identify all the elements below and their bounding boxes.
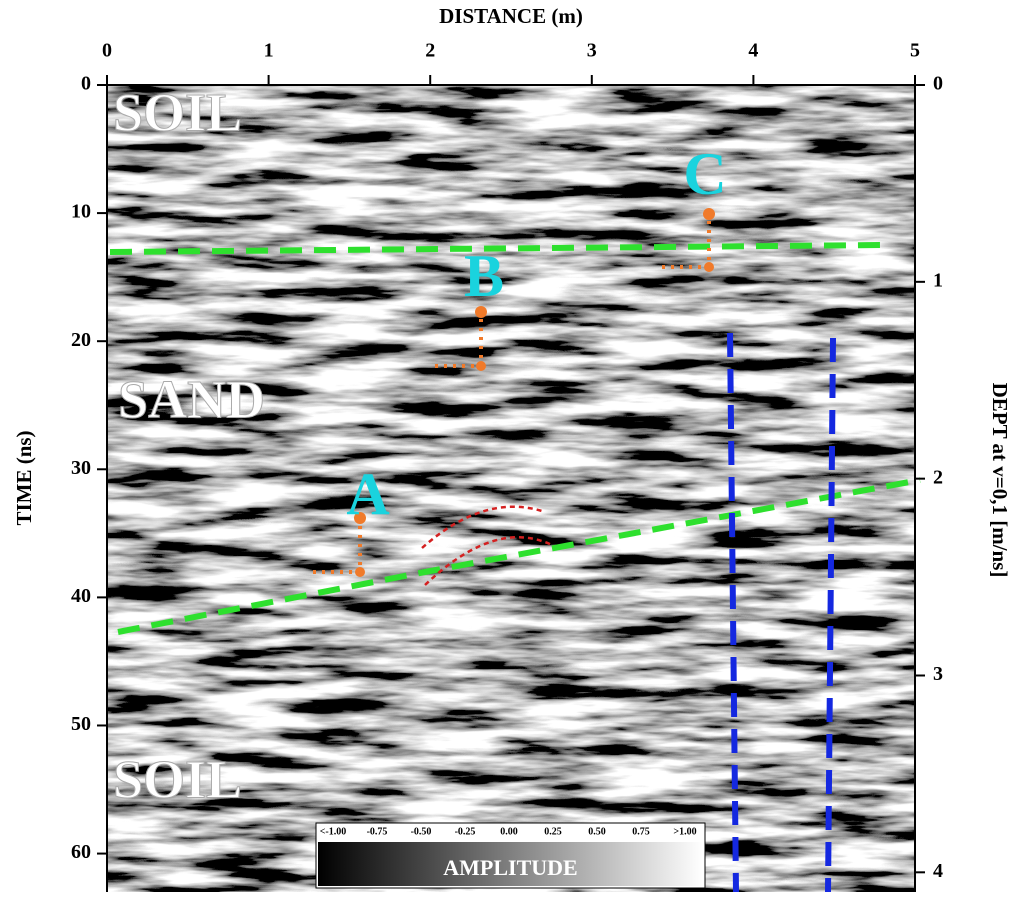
- y-tick-label: 10: [71, 201, 91, 223]
- y2-tick-label: 0: [933, 73, 943, 95]
- layer-label: SOIL: [113, 82, 242, 142]
- target-dot: [355, 567, 365, 577]
- layer-label: SAND: [118, 369, 265, 429]
- y-tick-label: 20: [71, 329, 91, 351]
- y-tick-label: 50: [71, 713, 91, 735]
- x-tick-label: 4: [748, 40, 758, 62]
- interface-line: [109, 242, 886, 255]
- interpretation: [109, 208, 921, 893]
- target-dot: [354, 512, 366, 524]
- colorbar-label: AMPLITUDE: [443, 855, 577, 880]
- x-tick-label: 5: [910, 40, 920, 62]
- x-axis-label: DISTANCE (m): [439, 4, 583, 28]
- y-tick-label: 0: [81, 73, 91, 95]
- x-tick-label: 0: [102, 40, 112, 62]
- target-label: B: [464, 243, 504, 309]
- y2-tick-label: 1: [933, 269, 943, 291]
- colorbar-tick-label: -0.25: [455, 826, 476, 837]
- colorbar-tick-label: 0.00: [500, 826, 518, 837]
- axes: [106, 84, 916, 892]
- y-tick-label: 30: [71, 457, 91, 479]
- y-axis-label: TIME (ns): [12, 430, 36, 525]
- colorbar-tick-label: -0.50: [411, 826, 432, 837]
- target-dot: [703, 208, 715, 220]
- y2-tick-label: 2: [933, 466, 943, 488]
- x-tick-label: 3: [587, 40, 597, 62]
- colorbar-tick-label: 0.25: [544, 826, 562, 837]
- hyperbola-line: [421, 505, 546, 549]
- boundary-line: [727, 332, 739, 893]
- x-tick-label: 2: [425, 40, 435, 62]
- colorbar-tick-label: 0.50: [588, 826, 606, 837]
- hyperbola-line: [424, 536, 553, 586]
- colorbar-tick-label: 0.75: [632, 826, 650, 837]
- y-tick-label: 40: [71, 585, 91, 607]
- radargram-image: [107, 85, 915, 892]
- x-tick-label: 1: [264, 40, 274, 62]
- y2-axis-label: DEPT at v=0,1 [m/ns]: [988, 383, 1011, 578]
- y2-tick-label: 4: [933, 860, 943, 882]
- y2-tick-label: 3: [933, 663, 943, 685]
- layer-label: SOIL: [113, 749, 242, 809]
- boundary-line: [825, 337, 836, 893]
- target-label: A: [346, 461, 389, 527]
- interface-line: [117, 477, 921, 635]
- colorbar-tick-label: <-1.00: [320, 826, 347, 837]
- colorbar-tick-label: -0.75: [367, 826, 388, 837]
- y-tick-label: 60: [71, 841, 91, 863]
- colorbar-tick-label: >1.00: [673, 826, 696, 837]
- target-label: C: [683, 141, 726, 207]
- target-dot: [704, 262, 714, 272]
- colorbar: [318, 842, 703, 886]
- target-dot: [476, 361, 486, 371]
- target-dot: [475, 306, 487, 318]
